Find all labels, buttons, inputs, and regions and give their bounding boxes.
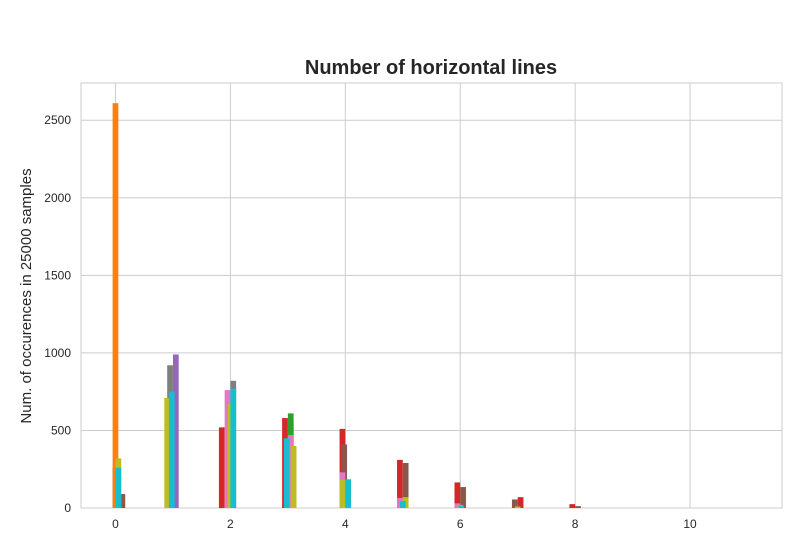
bar xyxy=(112,103,119,508)
bar xyxy=(172,354,179,508)
bar xyxy=(339,480,346,508)
x-tick-label: 4 xyxy=(342,517,349,531)
x-tick-labels: 0 2 4 6 8 10 xyxy=(112,517,697,531)
bar xyxy=(230,388,237,508)
bar xyxy=(119,494,126,508)
bar xyxy=(168,391,175,508)
x-tick-label: 8 xyxy=(572,517,579,531)
plot-area xyxy=(80,82,783,509)
grid-lines xyxy=(81,83,782,509)
bar xyxy=(575,506,581,508)
y-tick-label: 500 xyxy=(51,423,71,437)
y-tick-label: 2500 xyxy=(44,113,71,127)
bar xyxy=(218,427,225,508)
bar xyxy=(397,459,403,508)
bar xyxy=(402,463,409,508)
bar xyxy=(399,501,406,508)
x-tick-label: 2 xyxy=(227,517,234,531)
y-tick-labels: 0 500 1000 1500 2000 2500 xyxy=(44,113,71,515)
y-tick-label: 1000 xyxy=(44,346,71,360)
y-tick-label: 1500 xyxy=(44,268,71,282)
x-tick-label: 6 xyxy=(457,517,464,531)
bar xyxy=(514,506,521,508)
bar xyxy=(345,479,352,508)
chart-title: Number of horizontal lines xyxy=(305,57,557,79)
bar xyxy=(227,404,234,508)
x-tick-label: 0 xyxy=(112,517,119,531)
y-tick-label: 2000 xyxy=(44,191,71,205)
bar xyxy=(224,390,231,508)
bars xyxy=(112,103,581,508)
bar xyxy=(569,504,576,508)
y-tick-label: 0 xyxy=(64,501,71,515)
bar xyxy=(458,505,465,508)
bar xyxy=(283,438,290,508)
bar xyxy=(115,467,122,508)
y-axis-label: Num. of occurences in 25000 samples xyxy=(18,168,35,423)
bar xyxy=(511,499,518,508)
bar xyxy=(290,445,297,508)
bar xyxy=(460,487,466,508)
bar xyxy=(454,482,461,508)
bar xyxy=(164,397,171,508)
x-tick-label: 10 xyxy=(683,517,697,531)
bar xyxy=(517,497,524,508)
